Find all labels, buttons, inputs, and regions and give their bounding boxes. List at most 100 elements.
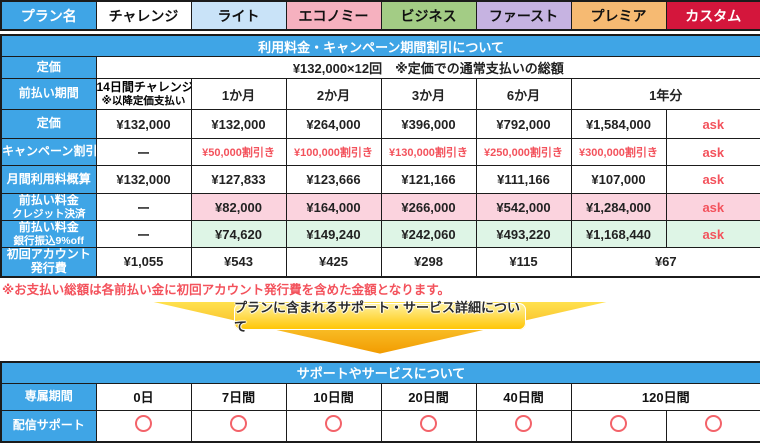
circle-icon — [610, 414, 627, 432]
initial-fee-label-line2: 発行費 — [30, 260, 67, 275]
delivery-challenge — [95, 409, 192, 443]
fee-premier-custom: ¥67 — [570, 246, 760, 278]
row-label-prepay-credit: 前払い料金 クレジット決済 — [0, 193, 97, 221]
discount-economy: ¥100,000割引き — [285, 138, 382, 166]
list-price-total-value: ¥132,000×12回 ※定価での通常支払いの総額 — [95, 56, 760, 79]
plan-name-label: プラン名 — [0, 0, 97, 31]
list-price-first: ¥792,000 — [475, 109, 572, 139]
prepay-credit-label-line1: 前払い料金 — [18, 193, 79, 208]
support-table: サポートやサービスについて 専属期間 0日 7日間 10日間 20日間 40日間… — [0, 360, 760, 443]
row-label-initial-fee: 初回アカウント 発行費 — [0, 246, 97, 278]
prepay-period-6m: 6か月 — [475, 78, 572, 110]
plan-header-light: ライト — [190, 0, 287, 31]
row-label-prepay-bank: 前払い料金 銀行振込9%off — [0, 220, 97, 248]
bank-challenge: ー — [95, 220, 192, 248]
credit-first: ¥542,000 — [475, 193, 572, 221]
initial-fee-row: 初回アカウント 発行費 ¥1,055 ¥543 ¥425 ¥298 ¥115 ¥… — [0, 246, 760, 278]
credit-premier: ¥1,284,000 — [570, 193, 667, 221]
circle-icon — [515, 414, 532, 432]
list-price-business: ¥396,000 — [380, 109, 477, 139]
fee-business: ¥298 — [380, 246, 477, 278]
prepay-period-challenge-line1: 14日間チャレンジ — [96, 80, 191, 95]
list-price-premier: ¥1,584,000 — [570, 109, 667, 139]
plan-header-premier: プレミア — [570, 0, 667, 31]
prepay-period-3m: 3か月 — [380, 78, 477, 110]
plan-header-row: プラン名 チャレンジ ライト エコノミー ビジネス ファースト プレミア カスタ… — [0, 0, 760, 31]
row-label-prepay-period: 前払い期間 — [0, 78, 97, 110]
monthly-economy: ¥123,666 — [285, 165, 382, 194]
plan-header-first: ファースト — [475, 0, 572, 31]
delivery-premier — [570, 409, 667, 443]
discount-business: ¥130,000割引き — [380, 138, 477, 166]
initial-fee-label-line1: 初回アカウント — [6, 247, 91, 261]
arrow-banner: プランに含まれるサポート・サービス詳細について — [0, 300, 760, 356]
credit-economy: ¥164,000 — [285, 193, 382, 221]
list-price-total-row: 定価 ¥132,000×12回 ※定価での通常支払いの総額 — [0, 56, 760, 79]
pricing-table: 利用料金・キャンペーン期間割引について 定価 ¥132,000×12回 ※定価で… — [0, 34, 760, 278]
monthly-estimate-row: 月間利用料概算 ¥132,000 ¥127,833 ¥123,666 ¥121,… — [0, 165, 760, 194]
bank-premier: ¥1,168,440 — [570, 220, 667, 248]
list-price-custom: ask — [665, 109, 760, 139]
credit-light: ¥82,000 — [190, 193, 287, 221]
prepay-period-1y: 1年分 — [570, 78, 760, 110]
arrow-banner-label: プランに含まれるサポート・サービス詳細について — [234, 300, 526, 334]
plan-header-challenge: チャレンジ — [95, 0, 192, 31]
row-label-list-price-total: 定価 — [0, 56, 97, 79]
circle-icon — [325, 414, 342, 432]
bank-economy: ¥149,240 — [285, 220, 382, 248]
circle-icon — [230, 414, 247, 432]
prepay-bank-label-line2: 銀行振込9%off — [13, 234, 85, 247]
prepay-period-challenge: 14日間チャレンジ ※以降定価支払い — [95, 78, 192, 110]
delivery-business — [380, 409, 477, 443]
prepay-period-row: 前払い期間 14日間チャレンジ ※以降定価支払い 1か月 2か月 3か月 6か月… — [0, 78, 760, 110]
period-business: 20日間 — [380, 382, 477, 411]
discount-light: ¥50,000割引き — [190, 138, 287, 166]
plan-header-economy: エコノミー — [285, 0, 382, 31]
period-first: 40日間 — [475, 382, 572, 411]
fee-economy: ¥425 — [285, 246, 382, 278]
list-price-economy: ¥264,000 — [285, 109, 382, 139]
pricing-banner-row: 利用料金・キャンペーン期間割引について — [0, 34, 760, 57]
discount-premier: ¥300,000割引き — [570, 138, 667, 166]
circle-icon — [420, 414, 437, 432]
row-label-campaign-discount: キャンペーン割引 — [0, 138, 97, 166]
monthly-light: ¥127,833 — [190, 165, 287, 194]
support-banner-row: サポートやサービスについて — [0, 361, 760, 384]
delivery-support-row: 配信サポート — [0, 409, 760, 443]
list-price-challenge: ¥132,000 — [95, 109, 192, 139]
credit-business: ¥266,000 — [380, 193, 477, 221]
monthly-first: ¥111,166 — [475, 165, 572, 194]
bank-light: ¥74,620 — [190, 220, 287, 248]
support-period-row: 専属期間 0日 7日間 10日間 20日間 40日間 120日間 — [0, 382, 760, 411]
credit-challenge: ー — [95, 193, 192, 221]
period-challenge: 0日 — [95, 382, 192, 411]
payment-note: ※お支払い総額は各前払い金に初回アカウント発行費を含めた金額となります。 — [2, 282, 451, 297]
plan-header-business: ビジネス — [380, 0, 477, 31]
prepay-period-challenge-line2: ※以降定価支払い — [101, 94, 186, 107]
monthly-business: ¥121,166 — [380, 165, 477, 194]
prepay-credit-label-line2: クレジット決済 — [12, 207, 86, 220]
plan-header-table: プラン名 チャレンジ ライト エコノミー ビジネス ファースト プレミア カスタ… — [0, 0, 760, 31]
discount-challenge: ー — [95, 138, 192, 166]
circle-icon — [704, 414, 722, 432]
credit-custom: ask — [665, 193, 760, 221]
period-economy: 10日間 — [285, 382, 382, 411]
monthly-premier: ¥107,000 — [570, 165, 667, 194]
period-light: 7日間 — [190, 382, 287, 411]
row-label-monthly-estimate: 月間利用料概算 — [0, 165, 97, 194]
list-price-row: 定価 ¥132,000 ¥132,000 ¥264,000 ¥396,000 ¥… — [0, 109, 760, 139]
prepay-bank-row: 前払い料金 銀行振込9%off ー ¥74,620 ¥149,240 ¥242,… — [0, 220, 760, 248]
fee-first: ¥115 — [475, 246, 572, 278]
delivery-first — [475, 409, 572, 443]
list-price-light: ¥132,000 — [190, 109, 287, 139]
row-label-list-price: 定価 — [0, 109, 97, 139]
monthly-challenge: ¥132,000 — [95, 165, 192, 194]
bank-first: ¥493,220 — [475, 220, 572, 248]
fee-challenge: ¥1,055 — [95, 246, 192, 278]
period-premier-custom: 120日間 — [570, 382, 760, 411]
prepay-bank-label-line1: 前払い料金 — [18, 220, 79, 235]
bank-custom: ask — [665, 220, 760, 248]
monthly-custom: ask — [665, 165, 760, 194]
campaign-discount-row: キャンペーン割引 ー ¥50,000割引き ¥100,000割引き ¥130,0… — [0, 138, 760, 166]
row-label-delivery-support: 配信サポート — [0, 409, 97, 443]
